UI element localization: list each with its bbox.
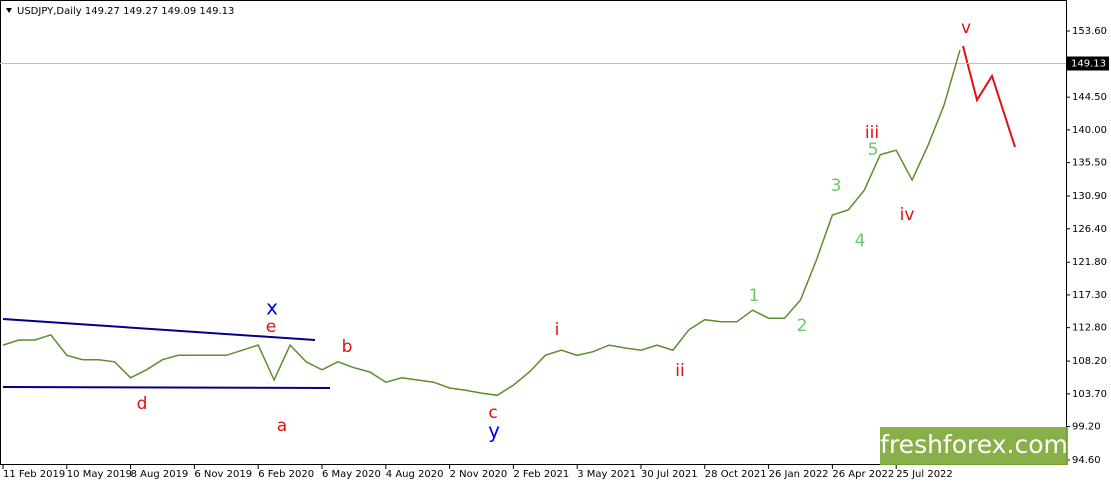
y-tick-label: 112.80	[1072, 323, 1107, 334]
y-tick-label: 144.50	[1072, 92, 1107, 103]
x-tick-label: 8 Aug 2019	[131, 469, 189, 480]
wave-label: a	[277, 416, 287, 436]
y-tick-label: 140.00	[1072, 125, 1107, 136]
plot: 153.60 144.50 140.00 135.50 130.90 126.40 121.…	[0, 18, 1109, 480]
x-tick-label: 28 Oct 2021	[705, 469, 767, 480]
y-tick-label: 121.80	[1072, 257, 1107, 268]
x-tick-label: 6 Nov 2019	[194, 469, 252, 480]
wave-label: y	[488, 419, 500, 443]
y-tick-label: 130.90	[1072, 191, 1107, 202]
wave-label: 1	[749, 286, 760, 306]
x-tick-label: 6 May 2020	[322, 469, 381, 480]
plot-frame	[0, 0, 1067, 465]
x-tick-label: 26 Apr 2022	[832, 469, 894, 480]
y-tick-label: 94.60	[1072, 455, 1101, 466]
x-tick-label: 2 Nov 2020	[450, 469, 508, 480]
x-tick-label: 11 Feb 2019	[3, 469, 65, 480]
x-tick-label: 25 Jul 2022	[896, 469, 953, 480]
x-tick-label: 10 May 2019	[67, 469, 132, 480]
x-tick-label: 26 Jan 2022	[769, 469, 829, 480]
wave-label: ii	[675, 361, 684, 381]
current-price-box	[1067, 56, 1109, 71]
wave-label: 4	[855, 231, 866, 251]
trendline	[2, 386, 331, 389]
wave-label: b	[342, 337, 353, 357]
wave-label: v	[961, 18, 971, 38]
price-line	[2, 49, 961, 397]
watermark-box	[880, 427, 1068, 465]
wave-label: d	[137, 394, 148, 414]
wave-label: iii	[865, 123, 879, 143]
current-price-label: 149.13	[1071, 59, 1106, 70]
x-tick-label: 30 Jul 2021	[641, 469, 698, 480]
y-tick-label: 99.20	[1072, 422, 1101, 433]
watermark: freshforex.com	[880, 430, 1068, 459]
wave-label: iv	[900, 205, 915, 225]
y-tick-label: 126.40	[1072, 224, 1107, 235]
y-tick-label: 153.60	[1072, 26, 1107, 37]
x-tick-label: 4 Aug 2020	[386, 469, 444, 480]
y-tick-label: 135.50	[1072, 158, 1107, 169]
x-tick-label: 2 Feb 2021	[513, 469, 569, 480]
x-tick-label: 6 Feb 2020	[258, 469, 314, 480]
wave-label: 5	[868, 140, 879, 160]
y-tick-label: 103.70	[1072, 389, 1107, 400]
y-tick-label: 108.20	[1072, 356, 1107, 367]
wave-label: x	[266, 296, 278, 320]
forecast-path	[962, 45, 1016, 148]
trendline	[2, 318, 316, 341]
wave-label: e	[266, 317, 276, 337]
wave-label: i	[555, 320, 560, 340]
menu-arrow	[6, 8, 12, 13]
wave-label: c	[488, 403, 497, 423]
wave-label: 2	[797, 316, 808, 336]
x-tick-label: 3 May 2021	[577, 469, 636, 480]
chart-title: USDJPY,Daily 149.27 149.27 149.09 149.13	[17, 6, 234, 17]
y-tick-label: 117.30	[1072, 290, 1107, 301]
wave-label: 3	[831, 176, 842, 196]
